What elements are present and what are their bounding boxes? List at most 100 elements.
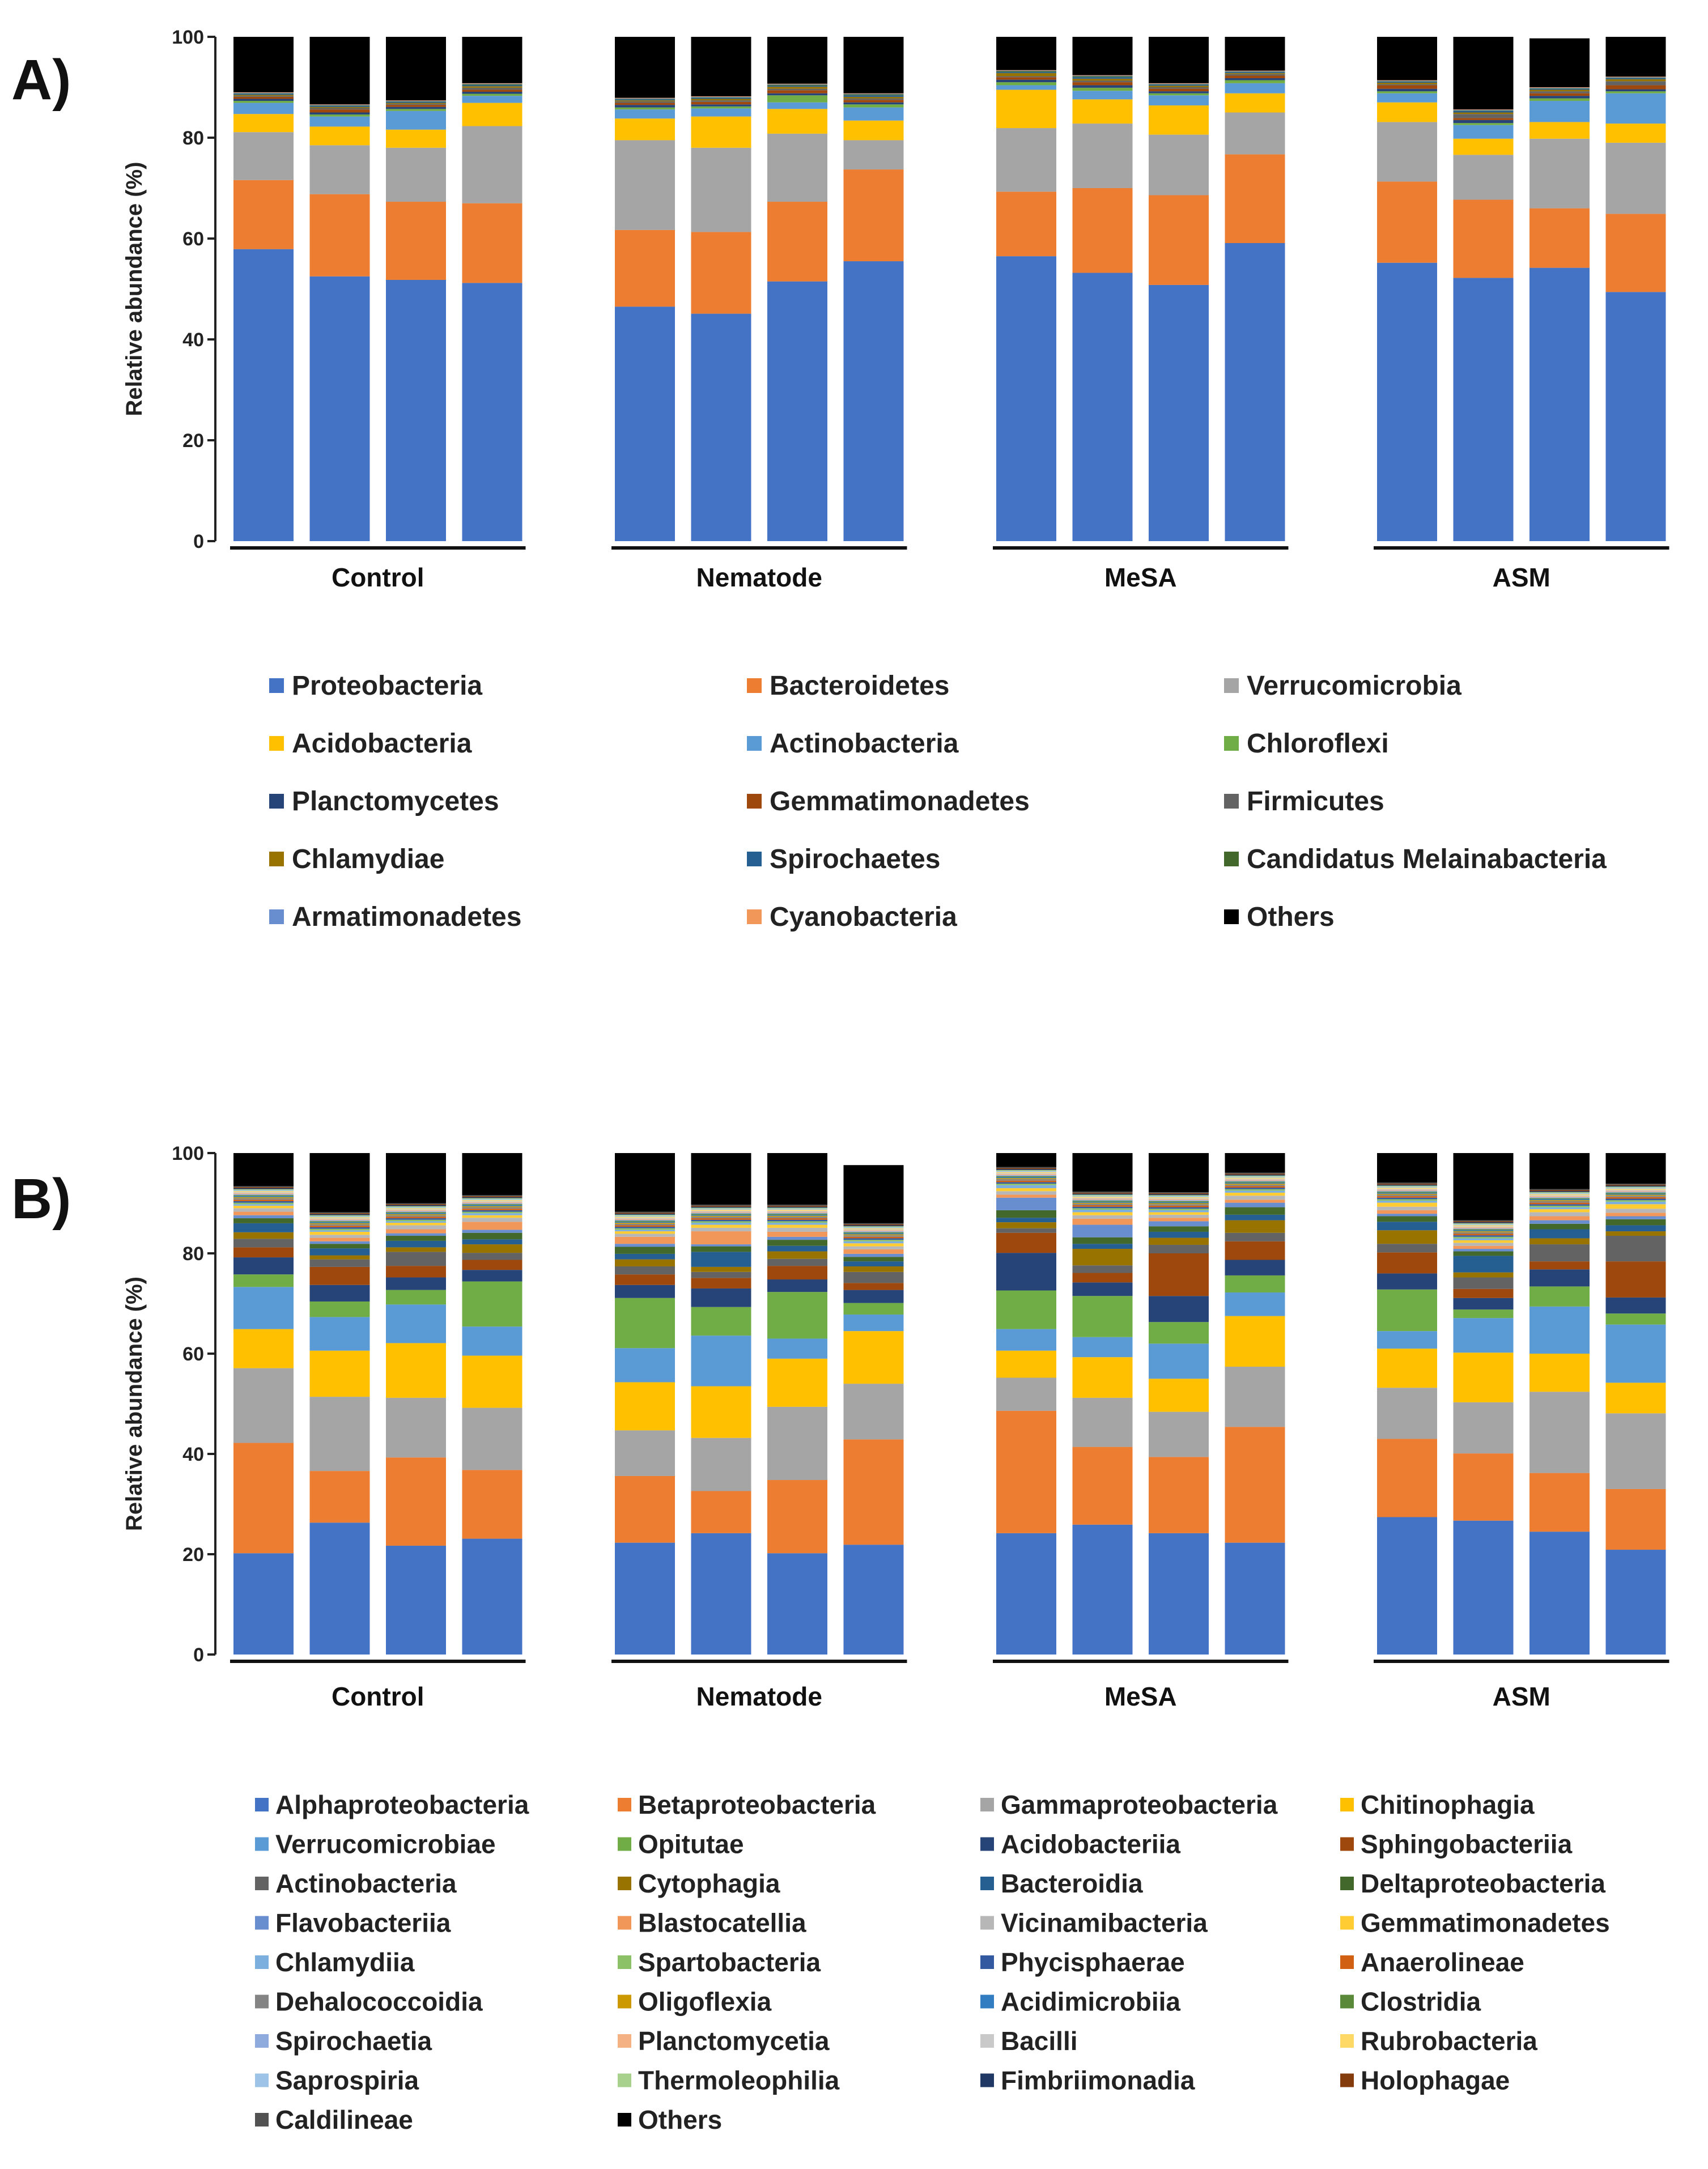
panel-b-bar-nematode-3-verrucomicrobiae [767,1338,827,1359]
panel-b-bar-control-4-oligoflexia [462,1206,522,1207]
panel-b-bar-asm-3-acidimicrobiia [1529,1199,1590,1201]
panel-a-legend-label-chlamydiae: Chlamydiae [292,844,444,874]
panel-a-bar-asm-3-others [1529,38,1590,87]
panel-a-bar-nematode-2-chlamydiae [691,99,751,101]
panel-b-bar-mesa-1-planctomycetia [996,1174,1056,1175]
panel-b-bar-mesa-3-phycisphaerae [1149,1207,1209,1209]
panel-a-group-label-control: Control [332,563,424,592]
panel-a-legend-swatch-actinobacteria [747,736,762,751]
panel-b-bar-asm-2-saprospiria [1453,1224,1514,1226]
panel-b-bar-asm-4-planctomycetia [1605,1190,1666,1192]
panel-a-bar-mesa-3-spirochaetes [1149,84,1209,86]
panel-b-bar-control-4-thermoleophilia [462,1198,522,1200]
panel-b-bar-control-2-phycisphaerae [309,1227,370,1229]
panel-b-bar-nematode-1-betaproteobacteria [615,1475,675,1543]
panel-a-bar-asm-2-actinobacteria [1453,125,1514,139]
panel-a-bar-nematode-3-candidatus-melainabacteria [767,84,827,86]
panel-b-legend-label-thermoleophilia: Thermoleophilia [638,2066,840,2095]
panel-a-bar-mesa-2-actinobacteria [1072,91,1133,100]
panel-a-bar-mesa-2-chlamydiae [1072,78,1133,81]
panel-b-bar-nematode-3-dehalococcoidia [767,1217,827,1219]
panel-b-bar-asm-4-clostridia [1605,1192,1666,1194]
panel-b-bar-asm-4-caldilineae [1605,1183,1666,1185]
panel-a-bar-control-2-proteobacteria [309,276,370,541]
panel-a-bar-nematode-3-verrucomicrobia [767,133,827,202]
panel-b-bar-mesa-4-sphingobacteriia [1225,1241,1285,1260]
panel-b-bar-mesa-1-cytophagia [996,1222,1056,1228]
panel-a-bar-control-1-bacteroidetes [233,180,294,249]
panel-b-bar-control-3-spirochaetia [386,1211,446,1213]
panel-b-bar-control-4-opitutae [462,1281,522,1327]
panel-b-bar-control-2-dehalococcoidia [309,1224,370,1226]
panel-b-bar-nematode-3-others [767,1153,827,1205]
panel-b-group-label-asm: ASM [1493,1682,1550,1711]
panel-b-bar-mesa-3-spirochaetia [1149,1200,1209,1201]
panel-b-bar-nematode-1-gemmatimonadetes [615,1231,675,1234]
panel-b-bar-asm-2-opitutae [1453,1309,1514,1319]
panel-b-bar-mesa-1-saprospiria [996,1171,1056,1172]
panel-b-bar-control-3-caldilineae [386,1203,446,1205]
panel-b-bar-asm-4-rubrobacteria [1605,1188,1666,1190]
panel-b-bar-mesa-1-actinobacteria [996,1228,1056,1233]
panel-b-bar-mesa-2-phycisphaerae [1072,1206,1133,1209]
panel-b-bar-asm-4-dehalococcoidia [1605,1196,1666,1197]
panel-b-bar-mesa-3-others [1149,1153,1209,1193]
panel-b-bar-nematode-2-acidimicrobiia [691,1214,751,1216]
panel-a-bar-control-3-spirochaetes [386,101,446,103]
panel-b-bar-nematode-4-bacilli [843,1229,904,1231]
panel-a-bar-nematode-1-proteobacteria [615,307,675,541]
panel-b-bar-control-1-gemmatimonadetes [233,1205,294,1209]
panel-b-legend-label-others: Others [638,2105,722,2134]
panel-b-bar-control-2-spirochaetia [309,1220,370,1222]
panel-b-bar-control-1-acidimicrobiia [233,1196,294,1197]
panel-a-legend-label-others: Others [1247,902,1335,932]
panel-a-bar-mesa-3-actinobacteria [1149,95,1209,106]
panel-a-bar-mesa-2-bacteroidetes [1072,188,1133,273]
panel-b-bar-asm-3-phycisphaerae [1529,1204,1590,1206]
panel-b-legend-label-vicinamibacteria: Vicinamibacteria [1001,1908,1208,1938]
panel-b-bar-nematode-4-verrucomicrobiae [843,1314,904,1332]
panel-b-bar-asm-1-others [1377,1153,1437,1183]
panel-b-bar-control-1-oligoflexia [233,1197,294,1198]
panel-a-bar-control-2-chlamydiae [309,107,370,108]
panel-b-bar-mesa-4-bacteroidia [1225,1214,1285,1220]
panel-b-bar-asm-4-others [1605,1153,1666,1184]
panel-a-bar-nematode-1-firmicutes [615,101,675,103]
panel-b-legend-swatch-oligoflexia [618,1994,631,2009]
panel-b-bar-nematode-2-sphingobacteriia [691,1278,751,1288]
panel-b-bar-asm-3-fimbriimonadia [1529,1191,1590,1193]
panel-b-bar-asm-3-verrucomicrobiae [1529,1306,1590,1354]
panel-b-bar-nematode-2-phycisphaerae [691,1219,751,1222]
panel-b-bar-asm-3-clostridia [1529,1198,1590,1200]
panel-b-bar-mesa-1-verrucomicrobiae [996,1329,1056,1351]
panel-a-bar-control-4-proteobacteria [462,283,522,541]
panel-b-bar-asm-3-chlamydiia [1529,1207,1590,1210]
panel-b-bar-control-3-anaerolineae [386,1217,446,1219]
panel-b-bar-nematode-3-bacilli [767,1210,827,1212]
panel-a-legend-label-chloroflexi: Chloroflexi [1247,729,1389,759]
panel-a-bar-nematode-3-bacteroidetes [767,202,827,282]
panel-b-legend-swatch-flavobacteriia [255,1916,269,1930]
panel-b-bar-asm-2-sphingobacteriia [1453,1288,1514,1298]
panel-a-bar-asm-2-spirochaetes [1453,110,1514,113]
panel-b-bar-mesa-4-anaerolineae [1225,1186,1285,1188]
panel-b-bar-asm-1-saprospiria [1377,1186,1437,1188]
panel-a-bar-control-4-verrucomicrobia [462,126,522,203]
panel-a-bar-control-2-planctomycetes [309,112,370,115]
panel-b-bar-nematode-1-vicinamibacteria [615,1234,675,1237]
panel-b-bar-control-2-holophagae [309,1213,370,1214]
panel-a-legend-swatch-chlamydiae [269,852,284,866]
panel-b-ytick-label: 0 [193,1644,204,1666]
panel-a-bar-mesa-4-gemmatimonadetes [1225,75,1285,78]
panel-b-bar-mesa-1-rubrobacteria [996,1172,1056,1173]
panel-a-bar-asm-1-gemmatimonadetes [1377,85,1437,89]
panel-a-bar-asm-1-chlamydiae [1377,82,1437,84]
panel-a-bar-control-1-firmicutes [233,96,294,97]
panel-a-bar-control-2-actinobacteria [309,116,370,127]
panel-a-bar-asm-4-planctomycetes [1605,89,1666,92]
panel-b-bar-mesa-4-gammaproteobacteria [1225,1367,1285,1427]
panel-b-bar-control-3-betaproteobacteria [386,1457,446,1546]
panel-b-bar-control-3-alphaproteobacteria [386,1545,446,1655]
panel-b-bar-nematode-3-flavobacteriia [767,1236,827,1240]
panel-b-legend-swatch-chitinophagia [1340,1798,1354,1811]
